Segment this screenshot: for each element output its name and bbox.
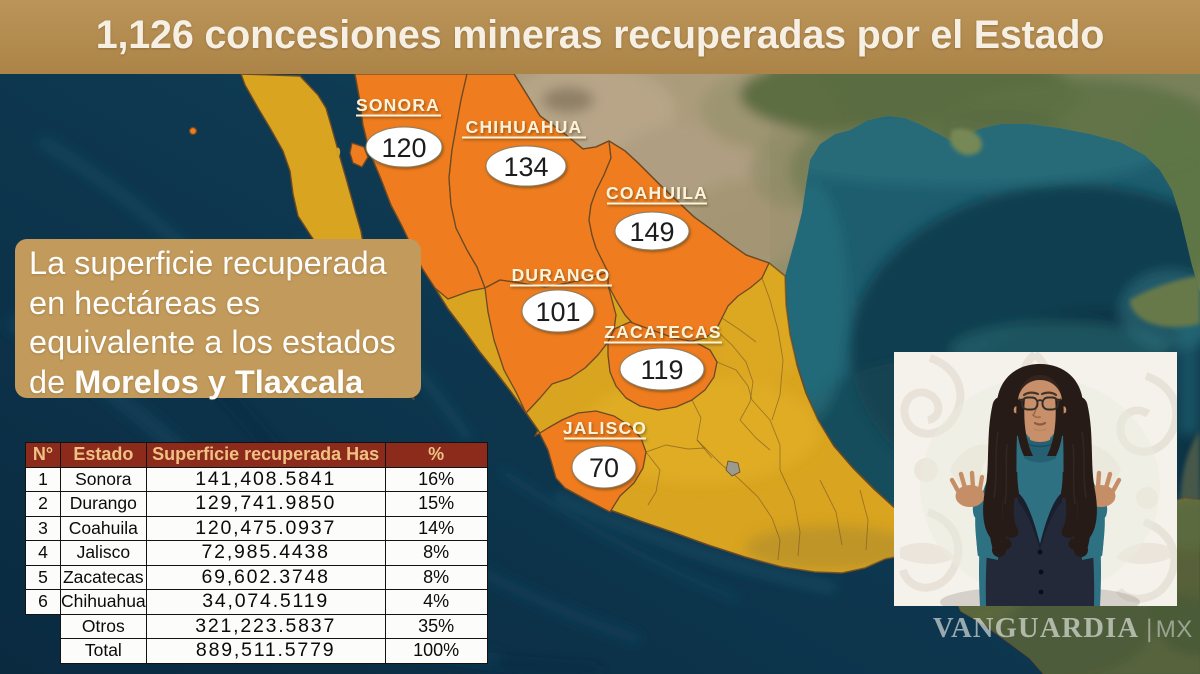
svg-text:DURANGO: DURANGO — [512, 265, 611, 285]
svg-text:134: 134 — [503, 152, 548, 182]
svg-text:CHIHUAHUA: CHIHUAHUA — [466, 117, 583, 137]
svg-text:COAHUILA: COAHUILA — [606, 183, 708, 203]
svg-text:SONORA: SONORA — [356, 95, 440, 115]
svg-text:ZACATECAS: ZACATECAS — [604, 322, 721, 342]
svg-text:70: 70 — [589, 453, 619, 483]
svg-text:120: 120 — [381, 133, 426, 163]
svg-text:JALISCO: JALISCO — [563, 418, 647, 438]
svg-text:149: 149 — [629, 217, 674, 247]
svg-text:119: 119 — [640, 355, 683, 385]
svg-text:101: 101 — [535, 297, 580, 327]
